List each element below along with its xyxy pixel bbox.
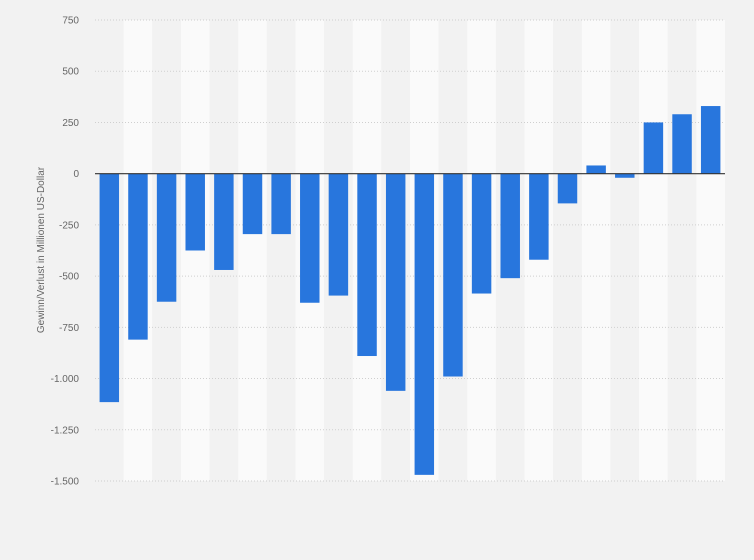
y-tick-label: 0 (73, 169, 79, 180)
bar (328, 173, 349, 296)
y-axis-title: Gewinn/Verlust in Millionen US-Dollar (36, 166, 47, 333)
y-tick-label: -1.000 (51, 374, 80, 385)
column-band (266, 20, 296, 481)
column-band (667, 20, 697, 481)
bar (643, 122, 664, 174)
y-tick-label: -500 (59, 272, 79, 283)
bars (99, 106, 721, 475)
bar (414, 173, 435, 475)
bar (357, 173, 377, 357)
y-tick-label: -250 (59, 220, 79, 231)
bar (300, 173, 320, 303)
column-band (696, 20, 725, 481)
y-tick-label: 750 (62, 16, 79, 27)
bar (214, 173, 234, 270)
bar (99, 173, 120, 403)
bar (271, 173, 291, 235)
bar (242, 173, 263, 235)
column-band (581, 20, 611, 481)
bar (615, 173, 635, 178)
y-tick-label: 500 (62, 67, 79, 78)
gridlines (95, 19, 725, 482)
bar (385, 173, 406, 391)
bar (185, 173, 205, 251)
y-tick-label: -1.250 (51, 425, 80, 436)
bar (156, 173, 177, 302)
bar (672, 114, 692, 174)
column-band (238, 20, 267, 481)
column-band (553, 20, 582, 481)
bar (471, 173, 492, 294)
bar (586, 165, 606, 174)
bar (700, 106, 721, 174)
bar (557, 173, 578, 204)
column-band (639, 20, 668, 481)
bar (128, 173, 148, 340)
y-axis-ticks: 750 500 250 0 -250 -500 -750 -1.000 -1.250 -1.500 (51, 16, 80, 488)
bar (500, 173, 520, 279)
y-tick-label: -1.500 (51, 477, 80, 488)
y-tick-label: 250 (62, 118, 79, 129)
column-band (610, 20, 640, 481)
y-tick-label: -750 (59, 323, 79, 334)
bar (529, 173, 549, 260)
bar (443, 173, 463, 377)
